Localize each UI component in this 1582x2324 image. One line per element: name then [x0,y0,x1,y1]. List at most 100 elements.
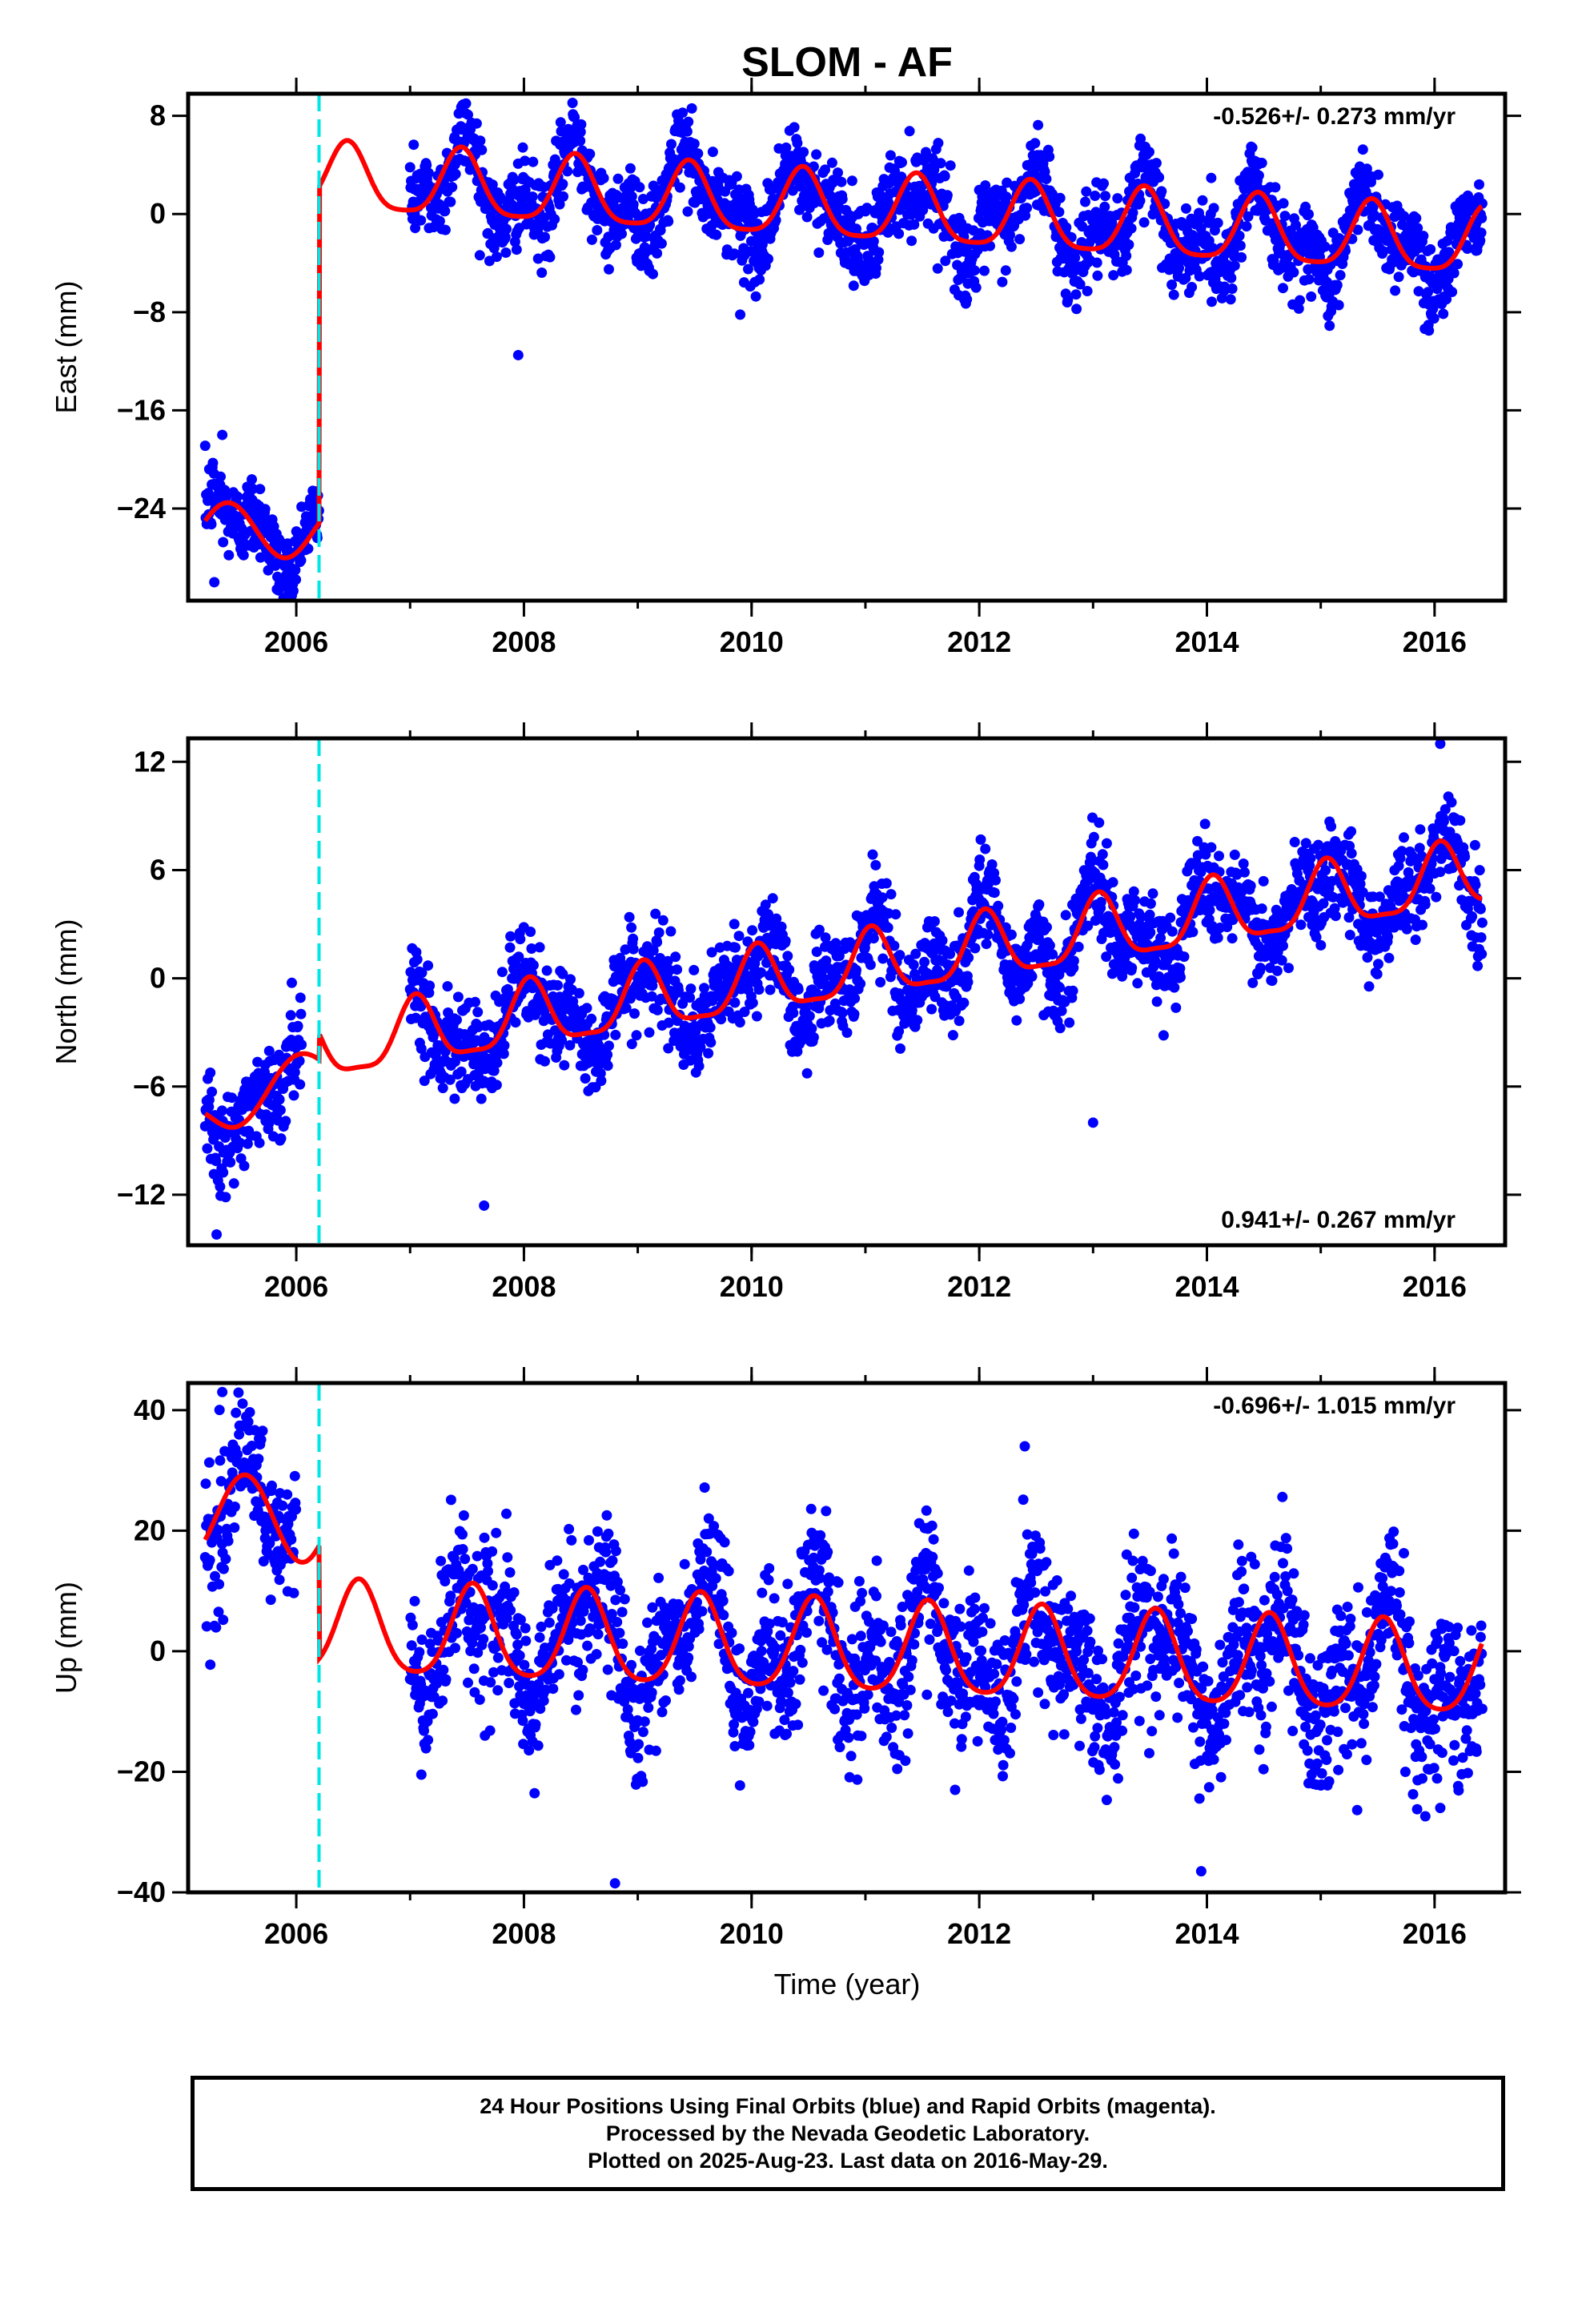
data-point [1411,213,1422,223]
data-point [580,1073,591,1084]
data-point [576,119,587,130]
data-point [420,1743,432,1754]
data-point [236,1371,247,1381]
data-point [781,142,792,153]
data-point [820,164,830,175]
data-point [894,204,905,215]
data-point [452,1015,462,1025]
data-point [1476,212,1488,223]
data-point [1044,151,1055,163]
data-point [1315,939,1327,951]
y-tick-label: −24 [117,492,166,525]
data-point [990,875,1001,886]
data-point [275,1104,286,1116]
data-point [945,160,956,171]
data-point [836,176,847,187]
data-point [1476,948,1488,959]
data-point [285,1010,296,1021]
data-point [1155,932,1166,943]
data-point [292,1020,303,1031]
data-point [424,980,436,991]
data-point [1077,221,1088,232]
data-point [1329,903,1340,914]
data-point [825,191,836,202]
data-point [1130,895,1141,906]
data-point [444,1074,456,1085]
data-point [287,977,297,988]
data-point [254,1137,265,1148]
data-point [1227,933,1238,944]
data-point [296,501,307,513]
data-point [1414,842,1425,854]
data-point [1276,955,1287,966]
data-point [288,1090,299,1101]
data-point [935,158,946,169]
x-tick-label: 2014 [1174,1270,1239,1303]
data-point [243,1417,254,1427]
data-point [557,179,568,190]
model-fit-line [203,838,1483,1130]
data-point [1271,965,1283,976]
data-point [792,138,803,149]
data-point [227,1092,238,1104]
data-point [1044,940,1055,951]
data-point [504,942,516,953]
data-point [980,180,991,191]
data-point [885,150,896,161]
data-point [291,574,302,585]
data-point [432,1635,444,1646]
data-point [1355,870,1367,882]
data-point [526,943,537,954]
data-point [1022,203,1033,214]
data-point [210,1570,220,1582]
data-point [628,933,639,944]
data-point [634,182,645,193]
data-point [743,263,753,275]
data-point [1399,832,1409,843]
data-point [958,997,970,1008]
data-point [729,919,740,930]
data-point [288,1587,299,1598]
data-point [870,859,881,870]
data-point [479,1200,490,1211]
data-point [1112,193,1123,204]
data-point [205,1068,216,1078]
data-point [282,1489,293,1500]
data-point [1417,919,1427,931]
data-point [264,1538,275,1549]
data-point [754,274,765,285]
data-point [211,1156,222,1167]
data-point [212,1525,223,1535]
data-point [982,929,994,940]
data-point [841,1027,853,1038]
data-point [716,1014,727,1025]
y-tick-label: 8 [150,99,166,132]
data-point [534,942,545,953]
data-point [452,991,464,1003]
y-tick-label: −12 [117,1178,166,1211]
x-tick-label: 2014 [1174,625,1239,658]
data-point [1174,963,1186,974]
data-point [804,1011,815,1022]
data-point [610,1029,621,1040]
data-point [434,215,445,227]
data-point [409,1595,420,1606]
data-point [240,1365,251,1375]
data-point [1101,951,1112,963]
data-point [1029,161,1040,172]
data-point [818,973,829,984]
data-point [289,615,299,625]
data-point [1236,251,1247,263]
data-point [476,144,488,155]
data-point [912,1015,923,1026]
data-point [1416,850,1427,862]
data-point [475,135,486,147]
data-point [962,976,974,987]
data-point [1239,866,1250,878]
data-point [231,1407,242,1418]
data-point [981,939,992,950]
data-point [685,992,696,1003]
data-point [416,1043,427,1054]
data-point [295,1008,307,1019]
